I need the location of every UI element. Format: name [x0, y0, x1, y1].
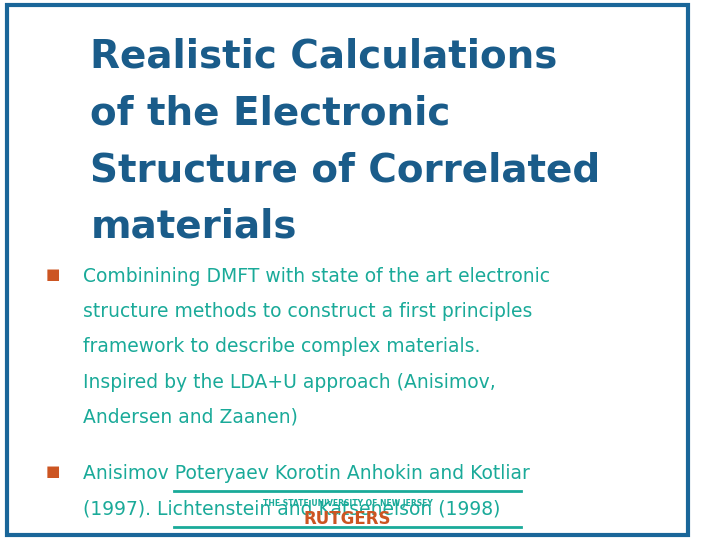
Text: of the Electronic: of the Electronic [91, 94, 451, 132]
Text: THE STATE UNIVERSITY OF NEW JERSEY: THE STATE UNIVERSITY OF NEW JERSEY [263, 500, 433, 509]
Text: Andersen and Zaanen): Andersen and Zaanen) [84, 408, 298, 427]
Text: (1997). Lichtenstein and Katsenelson (1998): (1997). Lichtenstein and Katsenelson (19… [84, 500, 501, 518]
Text: structure methods to construct a first principles: structure methods to construct a first p… [84, 302, 533, 321]
Text: framework to describe complex materials.: framework to describe complex materials. [84, 338, 481, 356]
Text: Anisimov Poteryaev Korotin Anhokin and Kotliar: Anisimov Poteryaev Korotin Anhokin and K… [84, 464, 531, 483]
Text: Structure of Correlated: Structure of Correlated [91, 151, 600, 189]
Text: Combinining DMFT with state of the art electronic: Combinining DMFT with state of the art e… [84, 267, 550, 286]
Text: materials: materials [91, 208, 297, 246]
Text: Realistic Calculations: Realistic Calculations [91, 38, 558, 76]
Text: RUTGERS: RUTGERS [304, 510, 392, 528]
Text: Inspired by the LDA+U approach (Anisimov,: Inspired by the LDA+U approach (Anisimov… [84, 373, 496, 392]
Text: ■: ■ [45, 464, 60, 480]
Text: ■: ■ [45, 267, 60, 282]
